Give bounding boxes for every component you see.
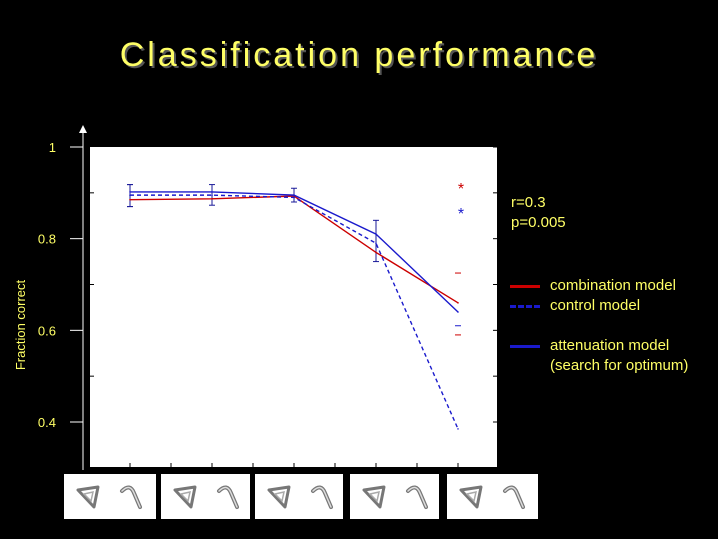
legend-label-attenuation: attenuation model: [550, 337, 670, 354]
legend-swatch-attenuation: [510, 345, 540, 348]
y-axis-title: Fraction correct: [13, 279, 28, 370]
data-point: [457, 428, 459, 430]
legend-sublabel-attenuation: (search for optimum): [550, 357, 689, 374]
slide-title: Classification performance: [119, 36, 599, 74]
error-bar: [373, 219, 379, 263]
data-point: [375, 233, 377, 235]
data-point: [375, 242, 377, 245]
data-point: [129, 191, 131, 193]
data-point: [457, 311, 459, 313]
legend-label-control: control model: [550, 297, 641, 314]
r-value: r=0.3: [511, 194, 546, 211]
y-axis-arrow: [79, 125, 87, 133]
significance-star: *: [458, 181, 464, 198]
legend-swatch-control: [510, 305, 540, 308]
data-point: [457, 302, 459, 304]
legend-label-combination: combination model: [550, 277, 676, 294]
data-point: [293, 196, 295, 199]
data-point: [293, 194, 295, 196]
significance-star: *: [458, 206, 464, 223]
stats-block: r=0.3 p=0.005: [511, 193, 566, 233]
y-tick-label: 0.6: [38, 323, 56, 338]
legend-swatch-combination: [510, 285, 540, 288]
data-point: [375, 251, 377, 254]
data-point: [129, 194, 131, 196]
data-point: [211, 191, 213, 193]
data-point: [129, 198, 131, 201]
y-tick-label: 0.4: [38, 415, 56, 430]
y-tick-label: 1: [49, 140, 56, 155]
y-tick-label: 0.8: [38, 232, 56, 247]
p-value: p=0.005: [511, 214, 566, 231]
data-point: [211, 194, 213, 196]
data-point: [211, 197, 213, 200]
